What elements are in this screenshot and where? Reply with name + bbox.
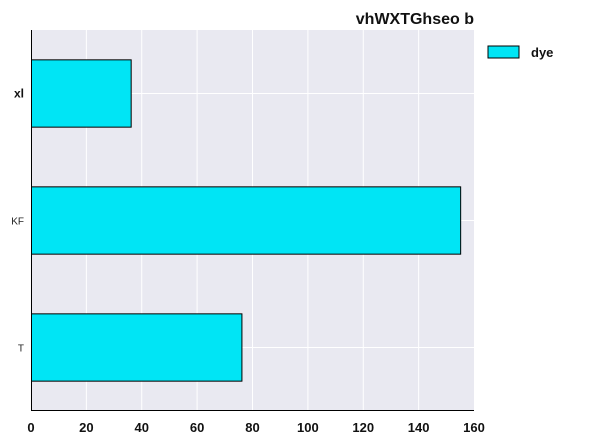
bar-xl — [32, 60, 132, 127]
bar-KF — [32, 187, 461, 254]
legend-swatch — [488, 46, 519, 58]
x-tick-label: 140 — [408, 420, 430, 435]
y-tick-label: xl — [14, 87, 24, 101]
x-tick-labels: 0 20 40 60 80 100 120 140 160 — [27, 420, 484, 435]
y-tick-labels: xl KF T — [11, 87, 24, 355]
chart-title: vhWXTGhseo b — [356, 11, 474, 28]
x-tick-label: 60 — [190, 420, 204, 435]
y-tick-label: KF — [11, 217, 24, 228]
x-tick-label: 20 — [79, 420, 93, 435]
legend-label: dye — [531, 45, 553, 60]
bar-T — [32, 314, 242, 381]
x-tick-label: 40 — [135, 420, 149, 435]
x-tick-label: 160 — [463, 420, 485, 435]
x-tick-label: 0 — [27, 420, 34, 435]
legend: dye — [488, 45, 553, 60]
y-tick-label: T — [18, 344, 24, 355]
x-tick-label: 80 — [245, 420, 259, 435]
x-tick-label: 120 — [352, 420, 374, 435]
x-tick-label: 100 — [297, 420, 319, 435]
